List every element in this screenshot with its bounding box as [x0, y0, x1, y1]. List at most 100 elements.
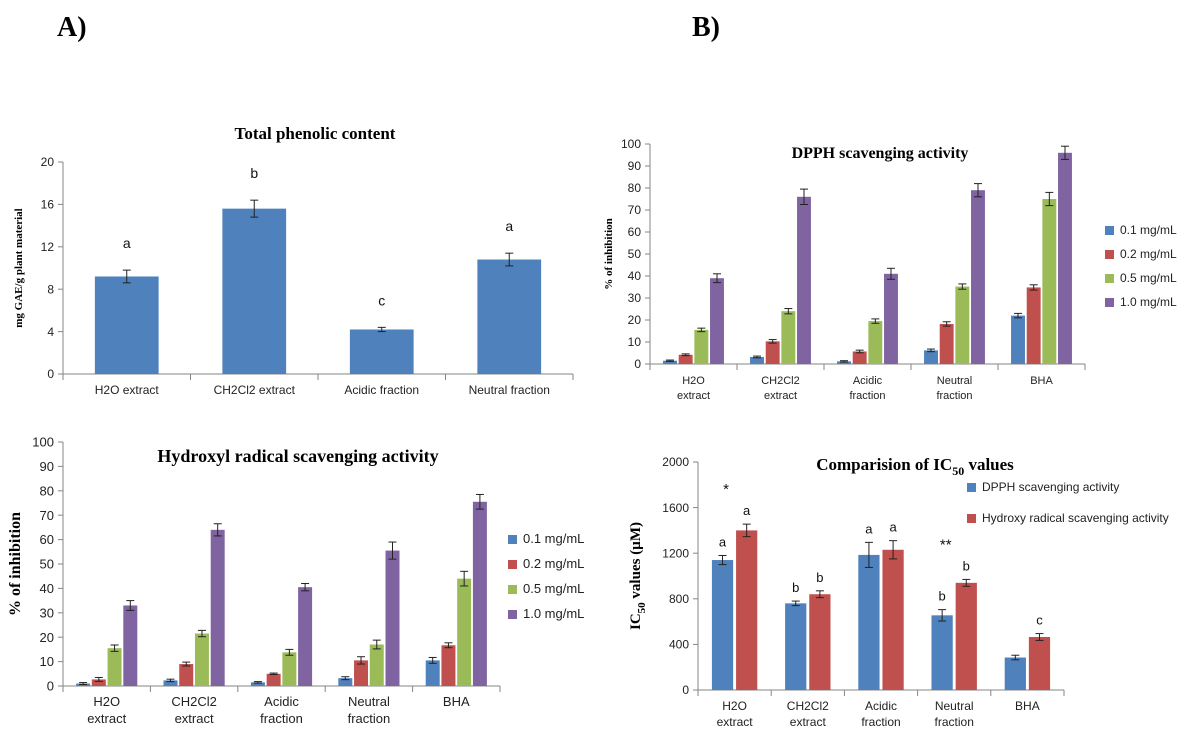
chart-title: Comparision of IC50 values	[816, 455, 1014, 478]
asterisk-mark: **	[940, 536, 952, 553]
bar	[123, 605, 138, 686]
asterisk-mark: *	[723, 481, 729, 498]
bar	[955, 582, 977, 690]
significance-letter: b	[792, 580, 799, 595]
y-tick-label: 20	[628, 313, 642, 327]
y-tick-label: 70	[628, 203, 642, 217]
legend-label: 0.2 mg/mL	[523, 556, 584, 571]
y-tick-label: 40	[40, 581, 54, 596]
y-tick-label: 8	[47, 282, 54, 296]
legend-label: 0.2 mg/mL	[1120, 247, 1177, 261]
bar	[107, 648, 122, 686]
bar	[785, 603, 807, 690]
legend-swatch	[1105, 226, 1114, 235]
y-tick-label: 12	[41, 240, 55, 254]
bar	[852, 351, 867, 364]
significance-letter: c	[1036, 613, 1043, 628]
y-tick-label: 80	[628, 181, 642, 195]
bar	[477, 259, 542, 374]
panel-label-a: A)	[57, 12, 87, 43]
x-category-label: CH2Cl2 extract	[214, 383, 296, 397]
legend-swatch	[967, 483, 976, 492]
y-axis-label-after: values (µM)	[628, 522, 644, 602]
bar	[385, 550, 400, 686]
x-category-label: extract	[717, 715, 754, 729]
bar	[971, 190, 985, 364]
legend-label: 0.5 mg/mL	[1120, 271, 1177, 285]
bar	[349, 329, 414, 374]
bar	[837, 361, 851, 364]
bar	[91, 679, 106, 686]
bar	[924, 350, 938, 364]
y-tick-label: 60	[40, 532, 54, 547]
y-tick-label: 10	[40, 654, 54, 669]
x-category-label: Acidic fraction	[344, 383, 419, 397]
significance-letter: b	[250, 165, 258, 181]
y-tick-label: 30	[628, 291, 642, 305]
x-category-label: BHA	[1015, 699, 1040, 713]
bar	[1042, 199, 1057, 364]
significance-letter: a	[865, 521, 873, 536]
significance-letter: a	[889, 520, 897, 535]
chart-dpph: DPPH scavenging activity % of inhibition 0…	[603, 137, 1177, 402]
bar	[282, 652, 297, 686]
bar	[1004, 657, 1026, 690]
chart-title-main: Comparision of IC	[816, 455, 952, 474]
y-tick-label: 16	[41, 198, 55, 212]
bar	[884, 273, 898, 364]
bar	[425, 660, 440, 686]
bar	[710, 278, 724, 364]
x-category-label: H2O	[93, 694, 120, 709]
x-category-label: extract	[175, 711, 214, 726]
x-category-label: Neutral	[348, 694, 390, 709]
bar	[736, 530, 758, 690]
bar	[781, 311, 796, 364]
y-tick-label: 400	[669, 638, 689, 652]
bar	[222, 208, 287, 374]
x-category-label: fraction	[260, 711, 303, 726]
y-tick-label: 800	[669, 592, 689, 606]
chart-title-sub: 50	[952, 464, 964, 478]
legend-label: 0.1 mg/mL	[523, 531, 584, 546]
y-tick-label: 0	[47, 679, 54, 694]
bar	[250, 682, 265, 686]
y-tick-label: 80	[40, 483, 54, 498]
bar	[931, 615, 953, 690]
chart-hydroxyl: Hydroxyl radical scavenging activity % of…	[7, 435, 584, 726]
y-axis-label-sub: 50	[636, 602, 648, 614]
chart-title-after: values	[964, 455, 1014, 474]
bar	[1028, 636, 1051, 690]
significance-letter: a	[719, 534, 727, 549]
significance-letter: b	[939, 589, 946, 604]
x-category-label: fraction	[861, 715, 900, 729]
bar	[354, 660, 369, 686]
bar	[1011, 315, 1025, 364]
legend-label: 1.0 mg/mL	[1120, 295, 1177, 309]
x-category-label: fraction	[936, 390, 972, 402]
bar	[298, 587, 313, 686]
x-category-label: BHA	[1030, 375, 1053, 387]
x-category-label: Neutral fraction	[469, 383, 550, 397]
bar	[809, 594, 831, 690]
y-tick-label: 0	[47, 367, 54, 381]
y-tick-label: 70	[40, 508, 54, 523]
y-tick-label: 0	[682, 683, 689, 697]
bar	[369, 644, 384, 686]
bar	[750, 356, 764, 364]
bar	[939, 323, 954, 364]
bar	[1058, 152, 1072, 364]
bar	[194, 633, 209, 686]
x-category-label: BHA	[443, 694, 470, 709]
bar	[163, 680, 178, 686]
bar	[955, 286, 970, 364]
y-tick-label: 1600	[662, 501, 689, 515]
significance-letter: a	[505, 218, 513, 234]
x-category-label: extract	[677, 390, 710, 402]
y-tick-label: 20	[41, 155, 55, 169]
x-category-label: extract	[764, 390, 797, 402]
bar	[1026, 287, 1041, 364]
legend-swatch	[1105, 274, 1114, 283]
x-category-label: H2O	[722, 699, 747, 713]
y-tick-label: 50	[628, 247, 642, 261]
